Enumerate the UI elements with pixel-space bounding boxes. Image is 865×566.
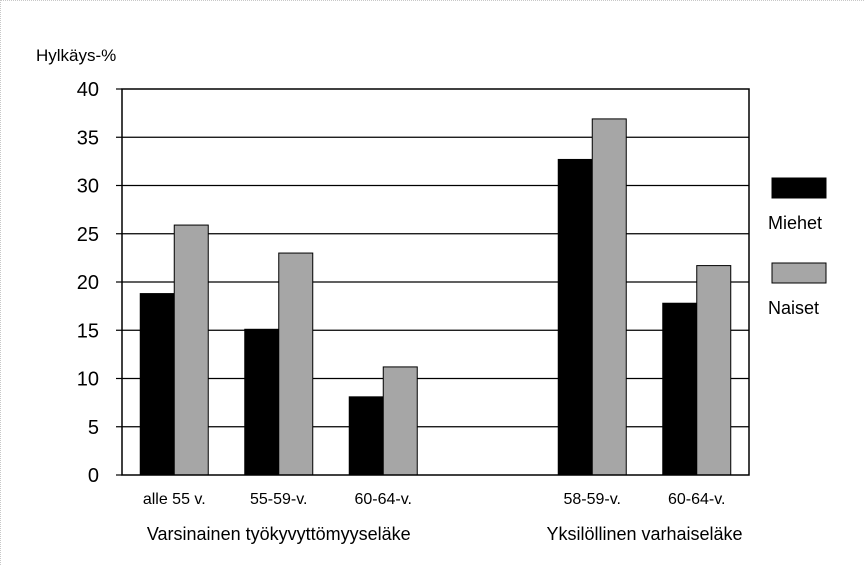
category-group-labels: Varsinainen työkyvyttömyyseläke Yksilölli… [147,524,743,544]
y-tick-label: 40 [77,79,99,101]
x-tick-label: 60-64-v. [354,491,412,508]
y-tick-labels: 0 5 10 15 20 25 30 35 40 [77,79,122,487]
legend-label: Miehet [768,213,822,233]
bar-naiset [278,252,314,476]
plot-area-border [121,88,750,476]
bars [139,118,732,476]
x-tick-label: 55-59-v. [250,491,308,508]
group-label: Yksilöllinen varhaiseläke [546,524,742,544]
x-tick-labels: alle 55 v. 55-59-v. 60-64-v. 58-59-v. 60-64-… [143,491,726,508]
x-tick-label: 60-64-v. [668,491,726,508]
bar-naiset [591,118,627,476]
bar-miehet [244,328,280,476]
y-tick-label: 0 [88,465,99,487]
y-tick-label: 5 [88,417,99,439]
bar-naiset [173,224,209,476]
y-tick-label: 30 [77,176,99,198]
x-tick-label: alle 55 v. [143,491,206,508]
y-tick-label: 20 [77,272,99,294]
y-tick-label: 15 [77,320,99,342]
legend-swatch-miehet [771,177,827,199]
gridlines [122,136,749,428]
bar-miehet [662,302,698,476]
x-tick-label: 58-59-v. [563,491,621,508]
legend-label: Naiset [768,298,819,318]
bar-miehet [348,396,384,476]
bar-naiset [696,265,732,476]
legend-swatch-naiset [771,262,827,284]
y-tick-label: 25 [77,224,99,246]
group-label: Varsinainen työkyvyttömyyseläke [147,524,411,544]
bar-naiset [382,366,418,476]
y-tick-label: 35 [77,127,99,149]
y-axis-label: Hylkäys-% [36,46,116,65]
legend: Miehet Naiset [768,177,827,318]
y-tick-label: 10 [77,369,99,391]
bar-miehet [557,158,593,476]
bar-miehet [139,293,175,476]
